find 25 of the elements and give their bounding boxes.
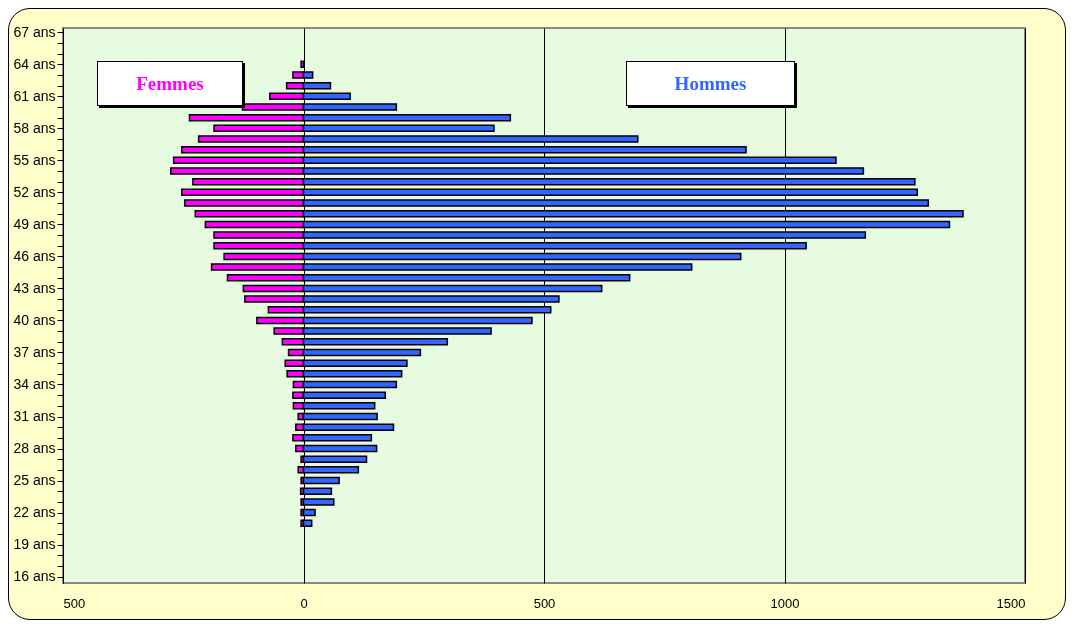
x-tick-label: 0 [300, 595, 308, 611]
x-tick-label: 1500 [996, 595, 1026, 611]
y-tick-label: 64 ans [13, 55, 56, 72]
y-tick-label: 61 ans [13, 87, 56, 104]
y-tick-label: 28 ans [13, 440, 56, 457]
y-tick-label: 67 ans [13, 23, 56, 40]
y-tick-label: 31 ans [13, 408, 56, 424]
y-tick-label: 46 ans [13, 247, 56, 264]
y-tick-label: 16 ans [13, 568, 56, 585]
y-tick-label: 22 ans [13, 504, 56, 521]
y-tick-label: 25 ans [13, 472, 56, 489]
y-tick-label: 19 ans [13, 536, 56, 553]
y-tick-label: 37 ans [13, 343, 56, 360]
x-tick-label: 500 [63, 595, 86, 611]
y-tick-label: 40 ans [13, 311, 56, 328]
x-tick-label: 500 [533, 595, 556, 611]
y-tick-label: 58 ans [13, 119, 56, 136]
legend-box: Hommes [626, 61, 795, 106]
y-tick-label: 49 ans [13, 215, 56, 232]
legend-box: Femmes [97, 61, 243, 106]
y-tick-label: 43 ans [13, 279, 56, 296]
x-tick-label: 1000 [770, 595, 800, 611]
y-tick-label: 55 ans [13, 151, 56, 168]
y-tick-label: 34 ans [13, 375, 56, 392]
y-tick-label: 52 ans [13, 183, 56, 200]
